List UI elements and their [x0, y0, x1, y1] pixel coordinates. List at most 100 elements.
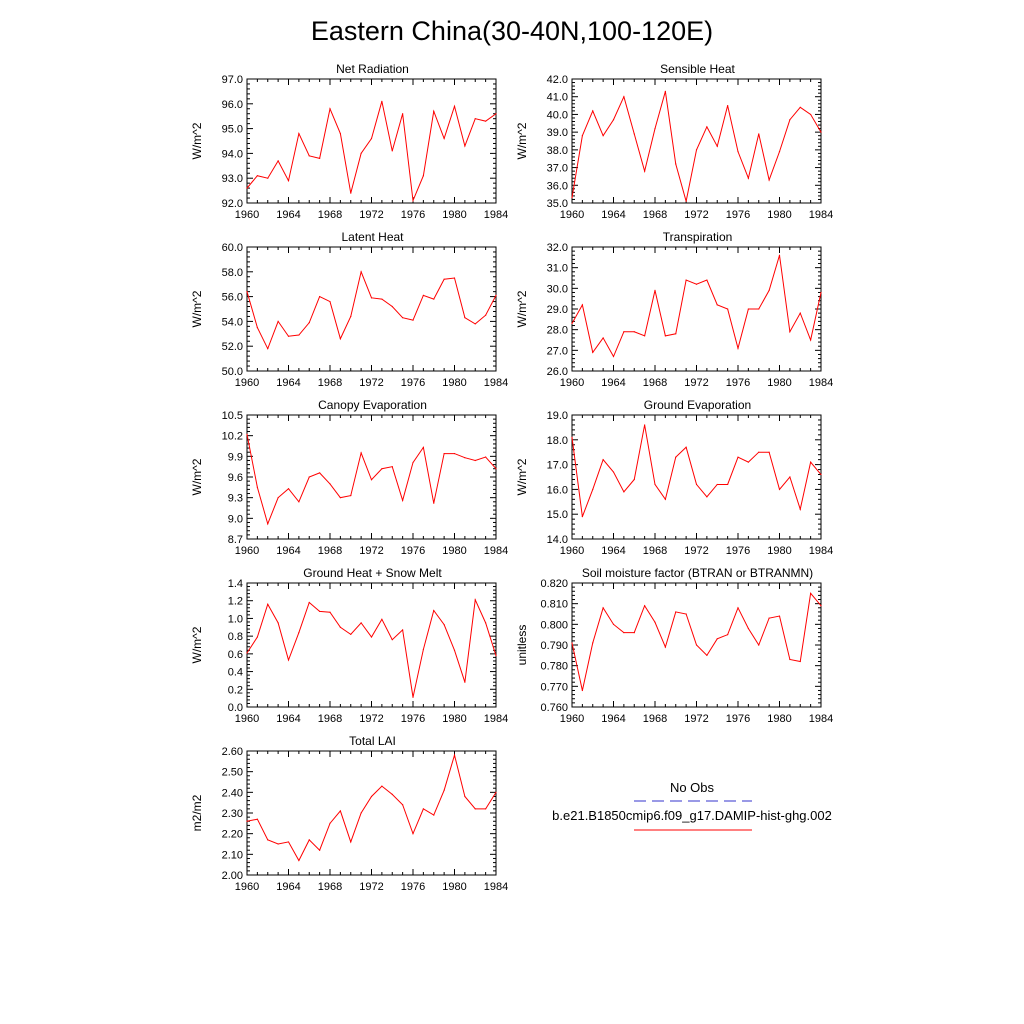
y-tick-label: 92.0 — [222, 198, 243, 210]
y-tick-label: 56.0 — [222, 292, 243, 304]
x-tick-label: 1976 — [401, 377, 425, 389]
data-point — [685, 613, 687, 615]
x-tick-label: 1984 — [484, 377, 508, 389]
data-point — [381, 100, 383, 102]
y-tick-label: 54.0 — [222, 316, 243, 328]
x-tick-label: 1972 — [359, 713, 383, 725]
y-tick-label: 50.0 — [222, 366, 243, 378]
x-tick-label: 1968 — [318, 713, 342, 725]
data-point — [571, 197, 573, 199]
data-point — [623, 96, 625, 98]
series-line — [246, 753, 497, 862]
series-line — [246, 434, 497, 526]
data-point — [602, 459, 604, 461]
x-tick-label: 1984 — [484, 713, 508, 725]
plot-frame — [246, 750, 497, 876]
y-tick-label: 2.60 — [222, 746, 243, 758]
data-point — [422, 175, 424, 177]
y-tick-label: 0.0 — [228, 702, 243, 714]
data-point — [495, 791, 497, 793]
data-point — [391, 305, 393, 308]
y-tick-label: 27.0 — [547, 345, 568, 357]
data-point — [737, 151, 739, 153]
data-point — [267, 523, 269, 525]
data-point — [685, 279, 687, 281]
series-line — [571, 91, 822, 202]
data-point — [571, 322, 573, 325]
data-point — [664, 646, 666, 648]
data-point — [246, 652, 248, 654]
data-point — [789, 119, 791, 121]
y-tick-label: 1.0 — [228, 613, 243, 625]
data-point — [433, 609, 435, 612]
plot-frame — [571, 78, 822, 204]
data-point — [298, 334, 300, 336]
x-tick-label: 1984 — [484, 209, 508, 221]
data-point — [612, 623, 615, 625]
data-point — [298, 132, 300, 135]
x-tick-label: 1980 — [767, 209, 791, 221]
data-point — [727, 634, 729, 636]
data-point — [391, 150, 393, 152]
chart-panel-1: 1960 1964 1968 1972 1976 1980 1984 92.0 93.0 94.0… — [190, 62, 508, 221]
y-tick-label: 0.770 — [540, 681, 568, 693]
data-point — [370, 297, 373, 299]
data-point — [747, 627, 749, 630]
y-tick-label: 26.0 — [547, 366, 568, 378]
series-line — [246, 598, 497, 698]
data-point — [737, 607, 739, 609]
data-point — [623, 331, 625, 333]
panel-title: Total LAI — [349, 734, 396, 748]
data-point — [308, 322, 310, 324]
x-tick-label: 1980 — [442, 713, 466, 725]
data-point — [402, 499, 404, 502]
y-tick-label: 42.0 — [547, 74, 568, 86]
data-point — [495, 655, 497, 657]
data-point — [360, 271, 362, 273]
data-point — [329, 483, 331, 485]
data-point — [443, 624, 445, 626]
data-point — [350, 495, 352, 497]
data-point — [706, 126, 708, 128]
y-tick-label: 9.6 — [228, 472, 243, 484]
data-point — [685, 200, 687, 202]
chart-panel-2: 1960 1964 1968 1972 1976 1980 1984 35.0 36.0 37.0… — [515, 62, 833, 221]
data-point — [453, 452, 456, 455]
data-point — [778, 254, 781, 256]
data-point — [422, 648, 424, 651]
data-point — [339, 497, 341, 499]
data-point — [339, 626, 341, 628]
x-tick-label: 1964 — [276, 377, 300, 389]
x-tick-label: 1980 — [442, 545, 466, 557]
y-tick-label: 93.0 — [222, 173, 243, 185]
data-point — [789, 476, 791, 478]
data-point — [339, 810, 341, 812]
data-point — [633, 478, 635, 481]
data-point — [370, 137, 373, 140]
data-point — [778, 151, 781, 153]
y-tick-label: 94.0 — [222, 148, 243, 160]
y-tick-label: 16.0 — [547, 484, 568, 496]
data-point — [319, 296, 321, 298]
data-point — [623, 491, 625, 493]
data-point — [485, 622, 487, 624]
data-point — [433, 502, 435, 504]
y-tick-label: 8.7 — [228, 534, 243, 546]
series-line — [571, 424, 822, 517]
data-point — [391, 639, 393, 641]
panel-title: Canopy Evaporation — [318, 398, 427, 412]
data-point — [485, 120, 487, 122]
data-point — [654, 128, 656, 130]
y-tick-label: 36.0 — [547, 180, 568, 192]
data-point — [602, 337, 604, 339]
data-point — [246, 187, 248, 189]
data-point — [412, 833, 414, 835]
y-tick-label: 2.40 — [222, 787, 243, 799]
data-point — [277, 497, 279, 499]
data-point — [308, 476, 310, 478]
x-tick-label: 1984 — [809, 713, 833, 725]
data-point — [267, 603, 269, 605]
data-point — [716, 638, 718, 640]
x-tick-label: 1960 — [235, 377, 259, 389]
y-tick-label: 31.0 — [547, 263, 568, 275]
